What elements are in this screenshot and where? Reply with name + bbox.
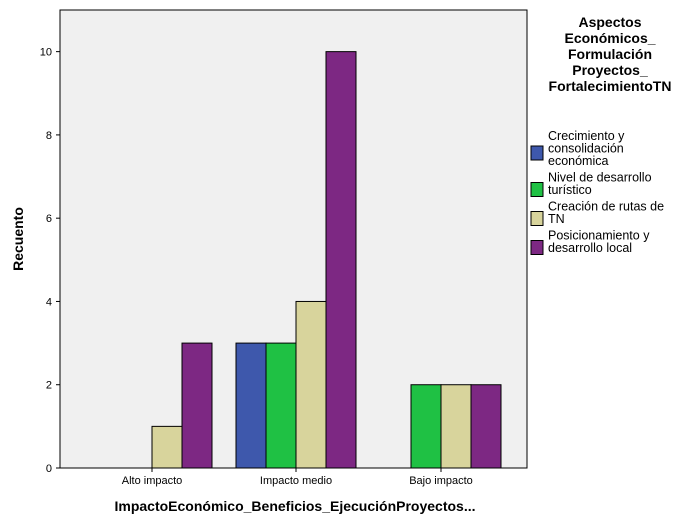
x-tick-label: Impacto medio — [260, 475, 332, 487]
legend-title-line: Formulación — [568, 46, 652, 62]
legend-swatch — [530, 145, 544, 161]
y-tick-label: 6 — [46, 213, 52, 225]
legend-label: desarrollo local — [548, 241, 632, 255]
legend-label: consolidación — [548, 142, 624, 156]
legend-title-line: FortalecimientoTN — [549, 78, 672, 94]
legend-title-line: Proyectos_ — [572, 62, 648, 78]
y-tick-label: 10 — [40, 47, 52, 59]
legend-label: turístico — [548, 183, 592, 197]
bar — [470, 384, 502, 469]
x-tick-label: Alto impacto — [122, 475, 183, 487]
bar — [295, 300, 327, 469]
y-tick-label: 0 — [46, 463, 52, 475]
legend-swatch — [530, 182, 544, 197]
legend-title-line: Económicos_ — [564, 30, 655, 46]
legend-label: Creación de rutas de — [548, 200, 664, 214]
bar — [265, 342, 297, 469]
legend-label: Posicionamiento y — [548, 229, 650, 243]
bars-group — [151, 51, 502, 469]
legend-title-line: Aspectos — [578, 14, 641, 30]
legend-swatch — [530, 211, 544, 226]
bar — [440, 384, 472, 469]
bar — [235, 342, 267, 469]
legend-label: TN — [548, 212, 565, 226]
y-axis-title: Recuento — [10, 207, 26, 271]
legend: AspectosEconómicos_FormulaciónProyectos_… — [530, 14, 672, 255]
bar — [151, 425, 183, 469]
y-axis: 0 2 4 6 8 10 — [40, 47, 60, 475]
x-tick-label: Bajo impacto — [409, 475, 473, 487]
x-axis: Alto impacto Impacto medio Bajo impacto — [122, 468, 473, 487]
bar — [410, 384, 442, 469]
y-tick-label: 8 — [46, 130, 52, 142]
legend-label: Nivel de desarrollo — [548, 171, 652, 185]
legend-label: Crecimiento y — [548, 129, 625, 143]
y-tick-label: 4 — [46, 296, 52, 308]
legend-swatch — [530, 240, 544, 255]
legend-label: económica — [548, 154, 608, 168]
x-axis-title: ImpactoEconómico_Beneficios_EjecuciónPro… — [115, 498, 476, 514]
bar — [181, 342, 213, 469]
bar — [325, 51, 357, 469]
y-tick-label: 2 — [46, 380, 52, 392]
